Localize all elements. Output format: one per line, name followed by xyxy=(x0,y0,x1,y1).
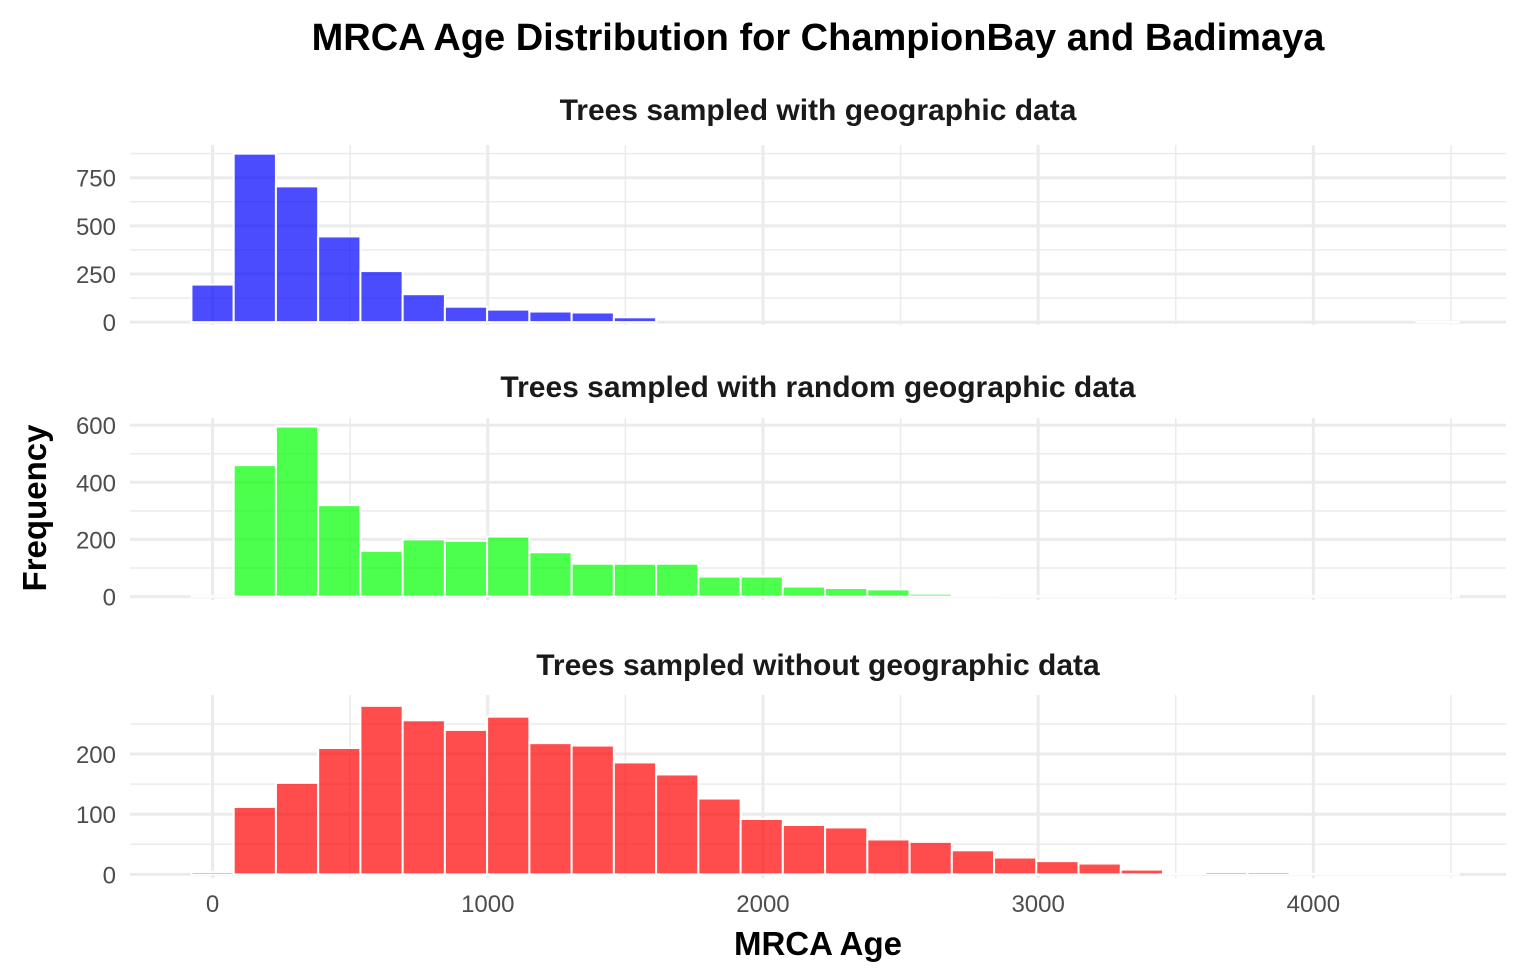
facet-panel: 0 200 400 600 Trees sampled with random geog… xyxy=(76,371,1506,612)
histogram-bar xyxy=(486,715,531,876)
histogram-bar xyxy=(359,549,404,598)
facet-panel: 0 100 200 Trees sampled without geographic … xyxy=(76,649,1506,889)
x-tick-label: 2000 xyxy=(736,891,789,918)
facet-title: Trees sampled with geographic data xyxy=(560,94,1077,127)
histogram-bar xyxy=(612,316,658,324)
histogram-bar xyxy=(950,849,996,876)
histogram-bar xyxy=(359,270,404,324)
histogram-bar xyxy=(908,840,953,876)
histogram-bar xyxy=(528,551,573,598)
histogram-bar xyxy=(443,728,489,876)
histogram-bar xyxy=(317,235,362,324)
histogram-bar xyxy=(697,797,742,876)
histogram-bar xyxy=(274,185,320,324)
chart-title: MRCA Age Distribution for ChampionBay an… xyxy=(312,17,1326,59)
histogram-bar xyxy=(401,538,446,598)
facet-panel: 0 250 500 750 Trees sampled with geographic … xyxy=(76,94,1506,337)
histogram-bar xyxy=(1204,870,1249,876)
histogram-bar xyxy=(824,826,869,876)
histogram-bar xyxy=(528,742,573,876)
histogram-bar xyxy=(1162,872,1207,876)
histogram-bar xyxy=(1246,870,1291,876)
y-tick-label: 0 xyxy=(103,310,116,337)
histogram-bar xyxy=(781,585,827,598)
x-tick-label: 4000 xyxy=(1287,891,1340,918)
histogram-bar xyxy=(1035,860,1080,876)
histogram-bar xyxy=(612,562,658,598)
histogram-bar xyxy=(190,870,235,876)
histogram-bar xyxy=(570,562,615,598)
y-tick-label: 100 xyxy=(76,802,116,829)
histogram-bar xyxy=(655,773,700,876)
histogram-bar xyxy=(232,464,277,598)
histogram-bar xyxy=(655,562,700,598)
histogram-bar xyxy=(528,310,573,324)
facet-title: Trees sampled with random geographic dat… xyxy=(500,371,1135,404)
x-tick-label: 1000 xyxy=(461,891,514,918)
y-tick-label: 250 xyxy=(76,262,116,289)
histogram-bar xyxy=(570,311,615,324)
histogram-bar xyxy=(866,588,911,598)
histogram-bar xyxy=(443,539,489,598)
y-tick-label: 400 xyxy=(76,470,116,497)
y-tick-label: 600 xyxy=(76,413,116,440)
x-axis-ticks: 0 1000 2000 3000 4000 xyxy=(206,891,1340,918)
y-tick-label: 750 xyxy=(76,166,116,193)
histogram-bar xyxy=(1373,872,1418,876)
histogram-bar xyxy=(401,293,446,324)
histogram-bar xyxy=(274,781,320,876)
histogram-bar xyxy=(190,283,235,324)
histogram-bar xyxy=(1331,872,1376,876)
histogram-bar xyxy=(824,587,869,598)
histogram-bar xyxy=(950,595,996,598)
facet-panels: 0 250 500 750 Trees sampled with geographic … xyxy=(76,94,1506,889)
histogram-bar xyxy=(317,504,362,598)
histogram-bar xyxy=(781,824,827,876)
histogram-bar xyxy=(486,308,531,324)
x-axis-title: MRCA Age xyxy=(734,925,902,962)
facet-title: Trees sampled without geographic data xyxy=(536,649,1100,682)
histogram-bar xyxy=(1288,872,1334,876)
y-tick-label: 200 xyxy=(76,527,116,554)
histogram-bar xyxy=(1119,868,1165,876)
histogram-bar xyxy=(274,425,320,598)
y-tick-label: 500 xyxy=(76,214,116,241)
y-axis-title: Frequency xyxy=(16,424,53,592)
histogram-bar xyxy=(443,305,489,324)
y-tick-label: 200 xyxy=(76,742,116,769)
histogram-bar xyxy=(359,704,404,876)
histogram-bar xyxy=(1077,862,1122,876)
histogram-bar xyxy=(993,856,1038,876)
histogram-bar xyxy=(739,575,784,598)
histogram-bar xyxy=(908,592,953,598)
histogram-bar xyxy=(612,761,658,876)
histogram-bar xyxy=(486,535,531,598)
histogram-bar xyxy=(739,818,784,876)
y-tick-label: 0 xyxy=(103,862,116,889)
histogram-bar xyxy=(232,152,277,324)
histogram-bar xyxy=(232,805,277,876)
histogram-bar xyxy=(317,746,362,876)
y-tick-label: 0 xyxy=(103,585,116,612)
histogram-bar xyxy=(401,719,446,876)
histogram-bar xyxy=(866,838,911,876)
histogram-bar xyxy=(697,575,742,598)
histogram-bar xyxy=(570,744,615,876)
histogram-bar xyxy=(1415,872,1460,876)
x-tick-label: 0 xyxy=(206,891,219,918)
x-tick-label: 3000 xyxy=(1011,891,1064,918)
